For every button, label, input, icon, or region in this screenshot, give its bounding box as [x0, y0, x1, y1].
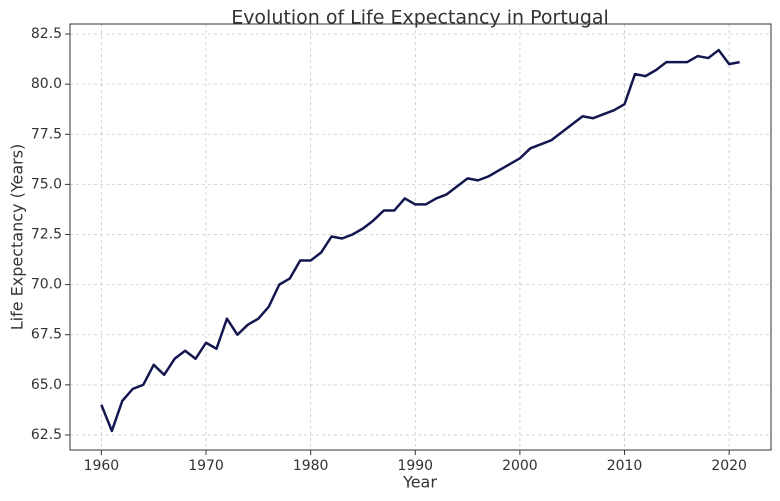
y-tick-label: 72.5 [31, 226, 62, 242]
x-tick-label: 1970 [188, 458, 224, 474]
x-tick-label: 1960 [84, 458, 120, 474]
y-tick-label: 70.0 [31, 277, 62, 293]
chart-title: Evolution of Life Expectancy in Portugal [231, 7, 609, 29]
y-tick-label: 65.0 [31, 377, 62, 393]
y-tick-label: 75.0 [31, 176, 62, 192]
x-tick-label: 1980 [293, 458, 329, 474]
x-tick-label: 2020 [711, 458, 747, 474]
y-tick-label: 80.0 [31, 76, 62, 92]
data-line [100, 48, 740, 433]
y-tick-label: 82.5 [31, 26, 62, 42]
y-axis-label: Life Expectancy (Years) [8, 144, 27, 331]
y-tick-label: 77.5 [31, 126, 62, 142]
x-tick-label: 1990 [397, 458, 433, 474]
plot-frame [69, 23, 772, 451]
x-tick-label: 2010 [607, 458, 643, 474]
x-axis-label: Year [402, 473, 437, 492]
y-tick-label: 62.5 [31, 427, 62, 443]
x-tick-label: 2000 [502, 458, 538, 474]
y-tick-label: 67.5 [31, 327, 62, 343]
